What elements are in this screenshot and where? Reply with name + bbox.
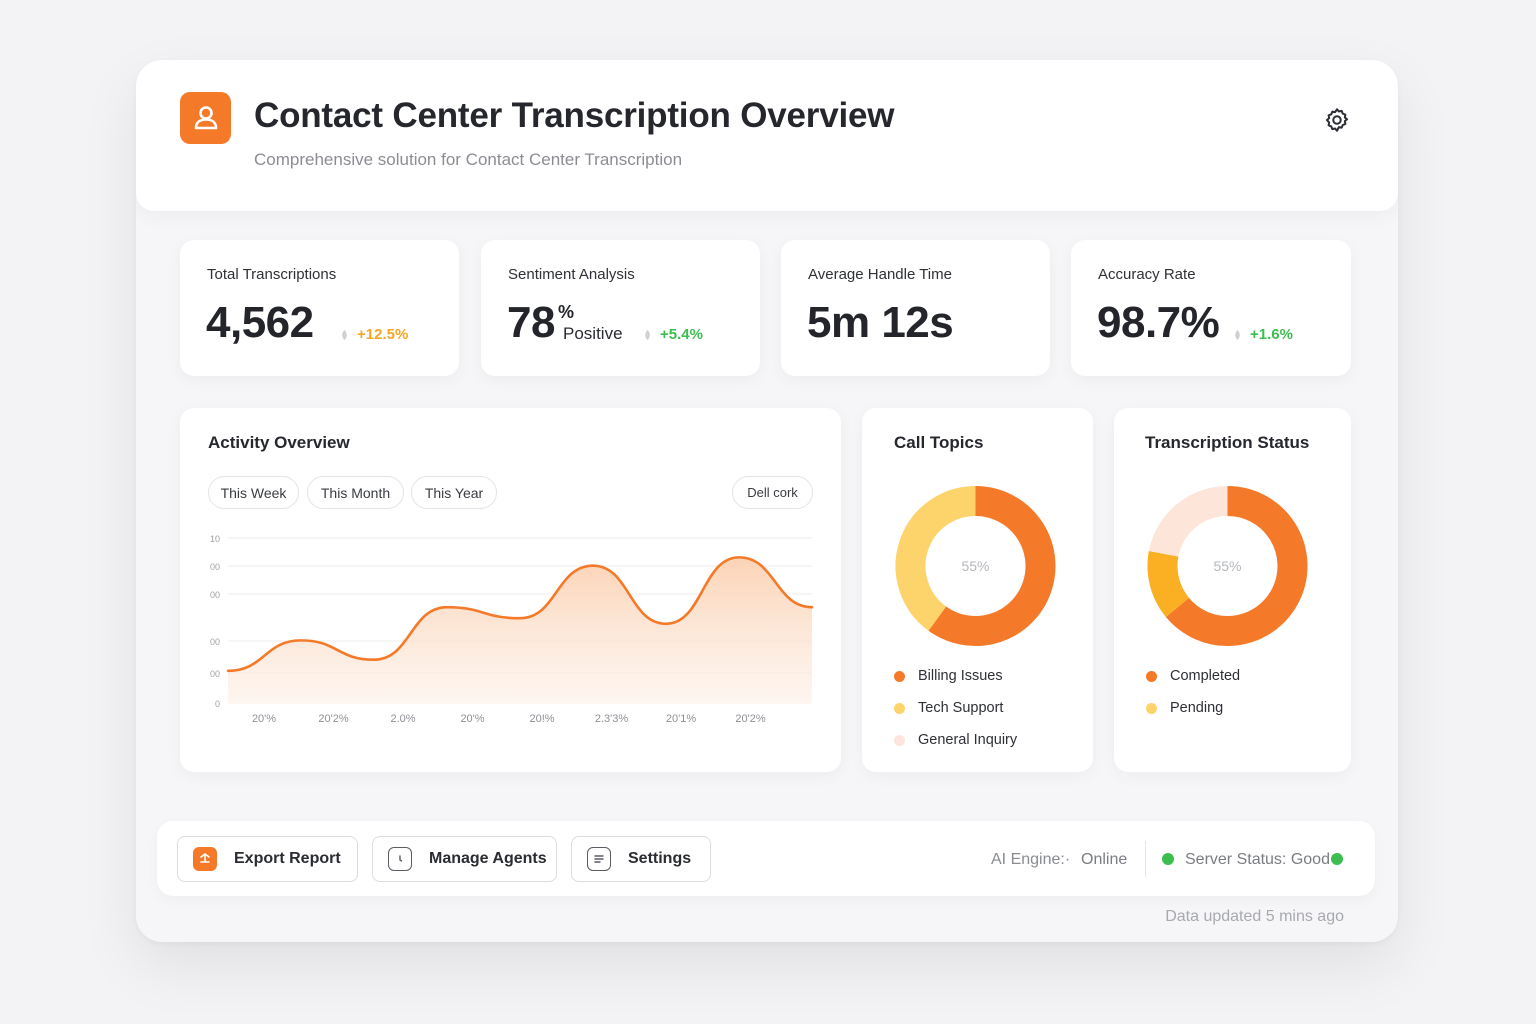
kpi-delta-value: +1.6% [1250, 326, 1293, 343]
activity-area-fill [228, 557, 812, 704]
kpi-card-sentiment: Sentiment Analysis 78 % Positive +5.4% [481, 240, 760, 376]
kpi-delta-value: +5.4% [660, 326, 703, 343]
legend-dot [894, 734, 905, 746]
kpi-label: Accuracy Rate [1098, 266, 1196, 283]
filter-this-week[interactable]: This Week [208, 476, 299, 509]
x-tick-label: 2.0% [390, 713, 415, 725]
export-report-label: Export Report [234, 850, 341, 867]
header: Contact Center Transcription Overview Co… [136, 60, 1398, 211]
kpi-card-handle-time: Average Handle Time 5m 12s [781, 240, 1050, 376]
trend-leaf-icon [1235, 329, 1240, 340]
activity-overview-card: Activity Overview This Week This Month T… [180, 408, 841, 772]
legend-item: Pending [1146, 700, 1223, 716]
transcription-status-title: Transcription Status [1145, 433, 1310, 452]
settings-button[interactable]: Settings [571, 836, 711, 882]
x-tick-label: 20'% [460, 713, 484, 725]
transcription-status-donut: 55% [1147, 486, 1308, 646]
legend-dot [894, 670, 905, 682]
donut-segment [1147, 551, 1190, 617]
kpi-delta-value: +12.5% [357, 326, 409, 343]
legend-label: Tech Support [918, 700, 1004, 716]
legend-item: Billing Issues [894, 668, 1003, 684]
dashboard-window: Contact Center Transcription Overview Co… [136, 60, 1398, 942]
legend-item: General Inquiry [894, 732, 1017, 748]
call-topics-card: Call Topics 55% Billing Issues Tech Supp… [862, 408, 1093, 772]
server-status-text: Server Status: Good [1185, 851, 1330, 868]
kpi-value: 78 [507, 298, 555, 347]
y-tick-label: 00 [210, 669, 220, 679]
kpi-delta: +12.5% [340, 326, 408, 343]
x-tick-label: 20'% [252, 713, 276, 725]
kpi-card-total-transcriptions: Total Transcriptions 4,562 +12.5% [180, 240, 459, 376]
action-bar: Export Report Manage Agents Settings AI … [157, 821, 1375, 896]
y-tick-label: 10 [210, 534, 220, 544]
trend-leaf-icon [342, 329, 347, 340]
x-tick-label: 20'1% [666, 713, 696, 725]
legend-item: Tech Support [894, 700, 1003, 716]
page-subtitle: Comprehensive solution for Contact Cente… [254, 150, 683, 169]
settings-list-icon [587, 847, 611, 871]
x-tick-label: 20'2% [318, 713, 348, 725]
activity-title: Activity Overview [208, 433, 350, 452]
status-divider [1145, 841, 1146, 877]
kpi-label: Total Transcriptions [207, 266, 337, 283]
app-logo [180, 92, 231, 144]
kpi-value-suffix: % [558, 302, 575, 322]
kpi-value: 5m 12s [807, 298, 954, 347]
settings-label: Settings [628, 850, 692, 867]
y-tick-label: 0 [215, 699, 220, 709]
x-tick-label: 20!% [529, 713, 554, 725]
legend-dot [894, 702, 905, 714]
gear-icon [1325, 108, 1349, 132]
donut-center-label: 55% [961, 558, 989, 574]
kpi-value: 98.7% [1097, 298, 1220, 347]
donut-segment [928, 486, 1056, 646]
page-title: Contact Center Transcription Overview [254, 96, 895, 135]
donut-segment [1165, 486, 1308, 646]
y-tick-label: 00 [210, 637, 220, 647]
legend-label: Completed [1170, 668, 1241, 684]
filter-this-year[interactable]: This Year [411, 476, 497, 509]
filter-this-month[interactable]: This Month [307, 476, 404, 509]
last-updated-note: Data updated 5 mins ago [1165, 908, 1344, 925]
donut-segment [1148, 486, 1229, 558]
server-status-indicator [1331, 853, 1343, 865]
kpi-label: Sentiment Analysis [508, 266, 635, 283]
ai-engine-value: Online [1081, 851, 1128, 868]
legend-dot [1146, 702, 1157, 714]
settings-gear-button[interactable] [1322, 105, 1352, 135]
transcription-status-card: Transcription Status 55% Completed Pendi… [1114, 408, 1351, 772]
call-topics-title: Call Topics [894, 433, 984, 452]
kpi-delta: +5.4% [643, 326, 703, 343]
x-tick-label: 20'2% [735, 713, 765, 725]
server-status-dot [1162, 853, 1174, 865]
legend-dot [1146, 670, 1157, 682]
y-tick-label: 00 [210, 562, 220, 572]
agents-icon [388, 847, 412, 871]
legend-label: Pending [1170, 700, 1224, 716]
kpi-value-caption: Positive [563, 324, 623, 343]
y-tick-label: 00 [210, 590, 220, 600]
legend-label: Billing Issues [918, 668, 1003, 684]
export-report-button[interactable]: Export Report [177, 836, 358, 882]
kpi-label: Average Handle Time [808, 266, 952, 283]
ai-engine-label: AI Engine:· [991, 851, 1071, 868]
activity-line [226, 556, 814, 673]
trend-leaf-icon [645, 329, 650, 340]
export-icon [193, 847, 217, 871]
kpi-value: 4,562 [206, 298, 314, 347]
legend-label: General Inquiry [918, 732, 1018, 748]
call-topics-donut: 55% [895, 486, 1056, 646]
kpi-delta: +1.6% [1233, 326, 1293, 343]
kpi-card-accuracy: Accuracy Rate 98.7% +1.6% [1071, 240, 1351, 376]
manage-agents-label: Manage Agents [429, 850, 547, 867]
chart-action-button[interactable]: Dell cork [732, 476, 813, 509]
donut-center-label: 55% [1213, 558, 1241, 574]
legend-item: Completed [1146, 668, 1240, 684]
manage-agents-button[interactable]: Manage Agents [372, 836, 557, 882]
x-tick-label: 2.3'3% [595, 713, 629, 725]
user-headset-icon [194, 106, 217, 130]
donut-segment [895, 486, 977, 631]
